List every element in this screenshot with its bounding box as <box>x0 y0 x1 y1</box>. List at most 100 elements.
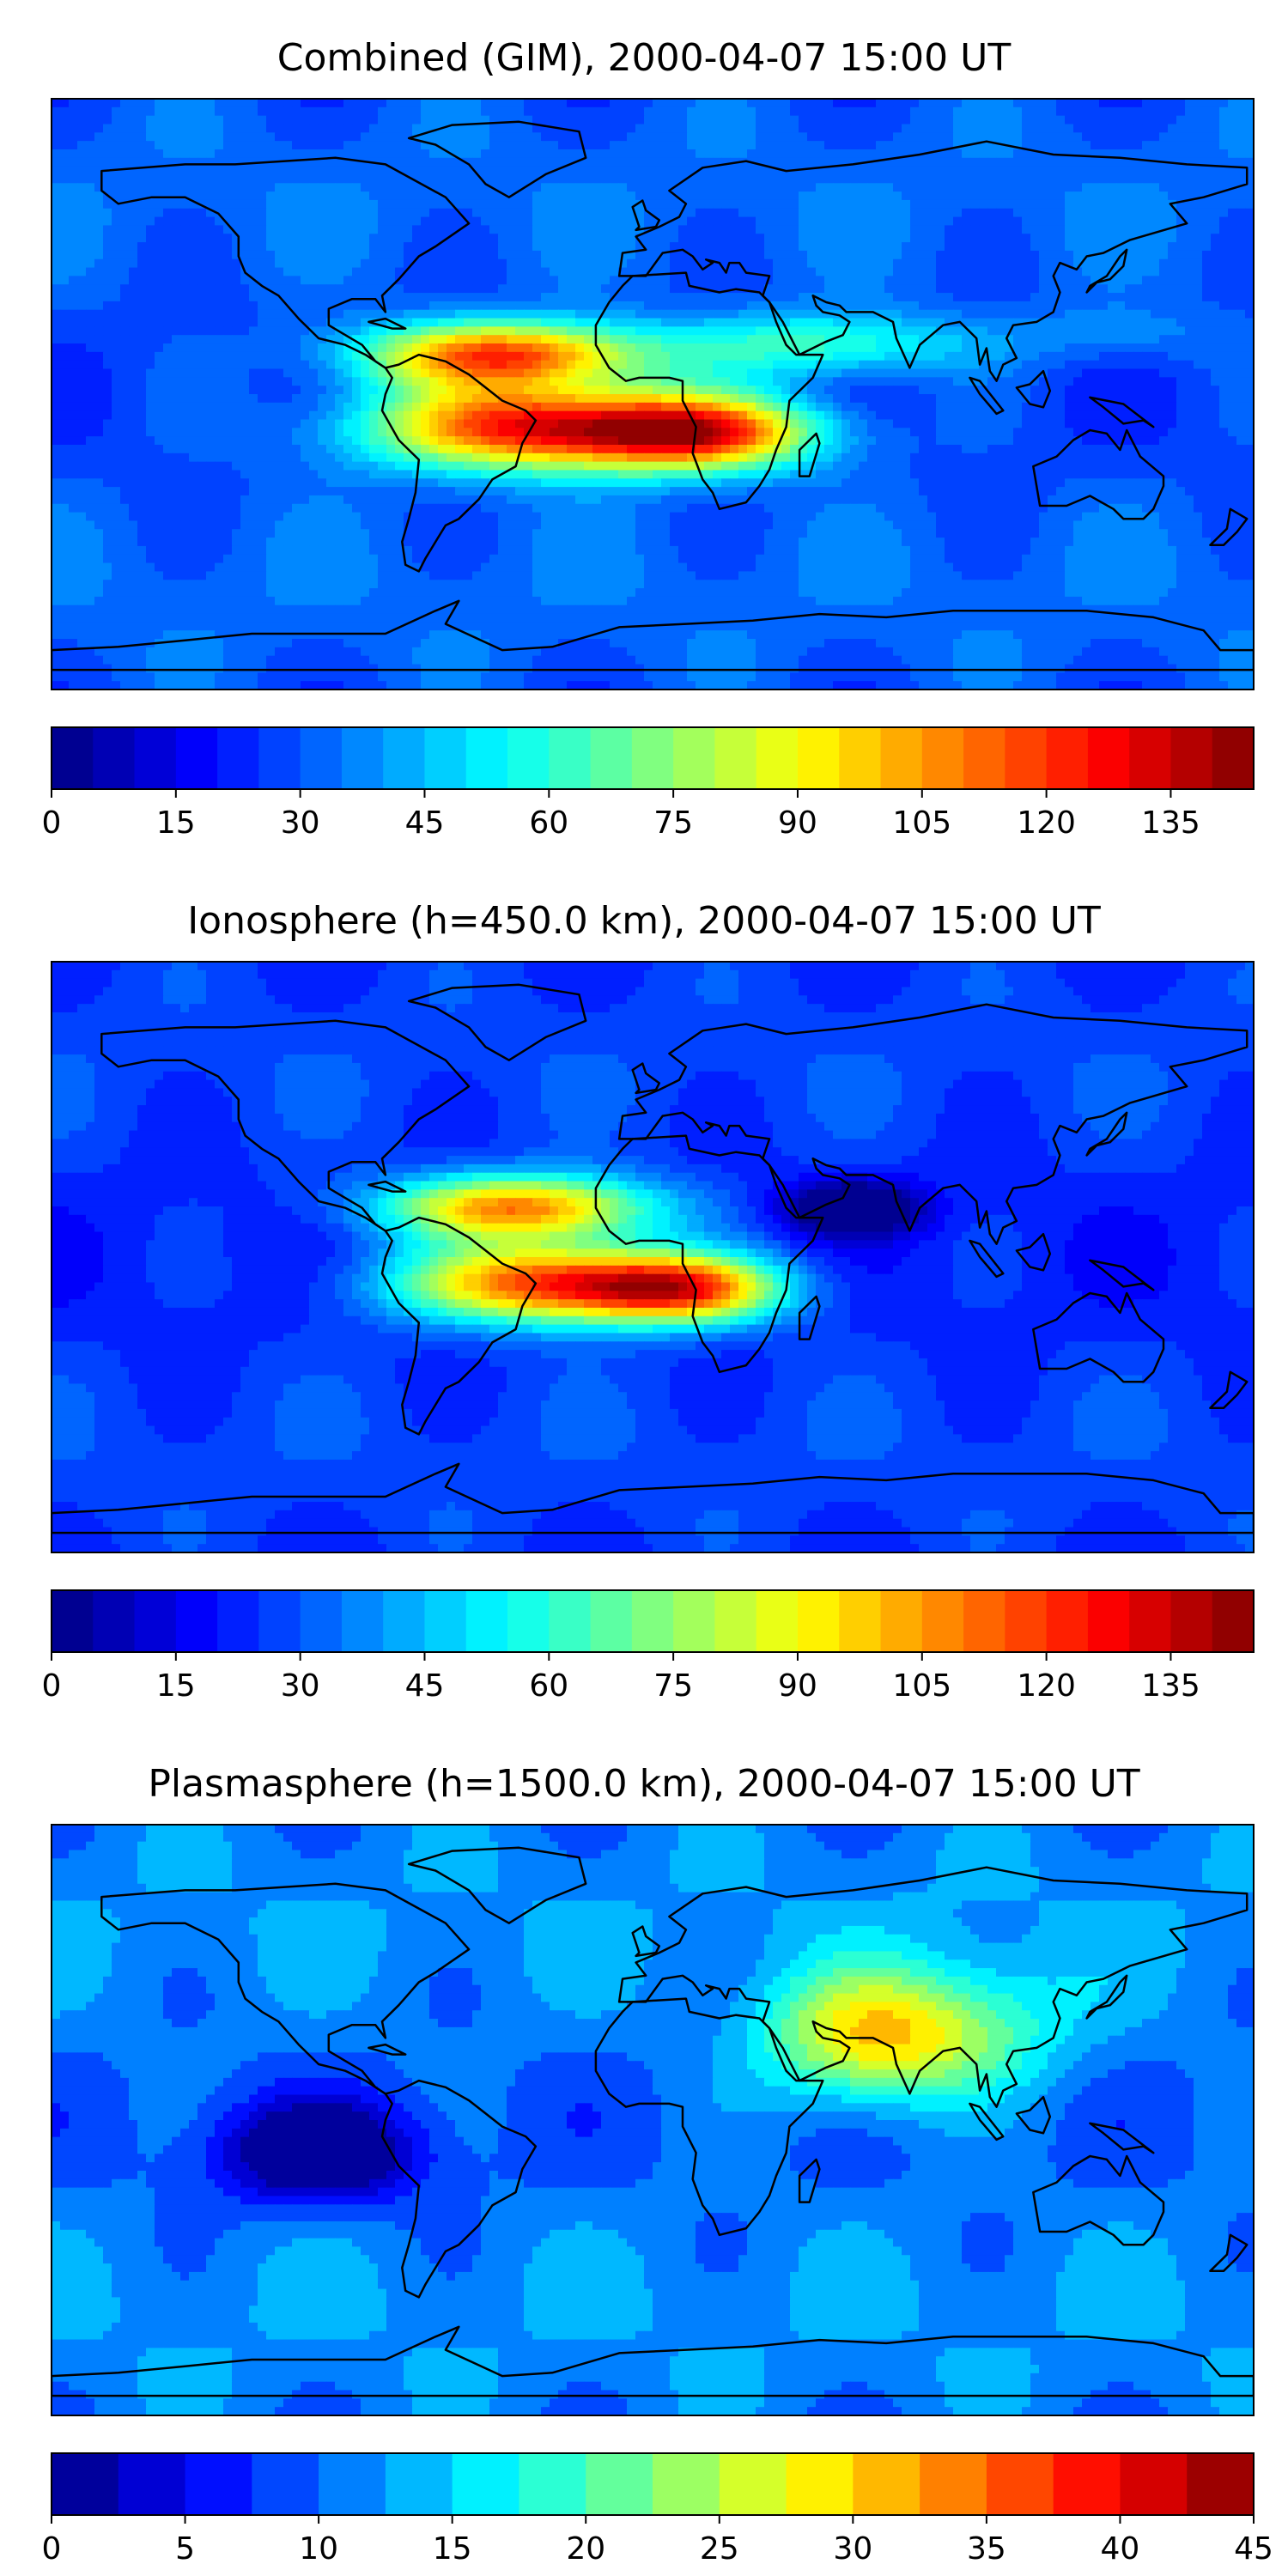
field-cell <box>713 368 722 378</box>
field-cell <box>472 351 482 361</box>
field-cell <box>1073 225 1083 234</box>
field-cell <box>326 368 336 378</box>
field-cell <box>747 106 756 117</box>
field-cell <box>1133 216 1143 227</box>
field-cell <box>558 106 568 117</box>
field-cell <box>103 208 112 218</box>
field-cell <box>541 208 550 218</box>
field-cell <box>678 99 688 108</box>
field-cell <box>69 301 78 311</box>
field-cell <box>395 301 404 311</box>
field-cell <box>172 191 181 201</box>
field-cell <box>180 258 190 269</box>
field-cell <box>515 326 525 336</box>
field-cell <box>1194 191 1203 201</box>
field-cell <box>661 250 671 260</box>
field-cell <box>447 386 456 395</box>
field-cell <box>301 284 310 294</box>
field-cell <box>1245 157 1254 167</box>
field-cell <box>884 318 894 327</box>
field-cell <box>404 318 413 327</box>
field-cell <box>326 318 336 327</box>
field-cell <box>180 360 190 370</box>
field-cell <box>1176 199 1186 210</box>
field-cell <box>1151 225 1160 234</box>
field-cell <box>730 309 739 319</box>
field-cell <box>1228 335 1237 344</box>
field-cell <box>1039 301 1048 311</box>
field-cell <box>352 386 361 395</box>
field-cell <box>790 394 799 404</box>
field-cell <box>575 149 585 159</box>
field-cell <box>412 386 422 395</box>
field-cell <box>189 191 198 201</box>
field-cell <box>1030 386 1040 395</box>
field-cell <box>1168 166 1177 176</box>
field-cell <box>240 149 250 159</box>
field-cell <box>747 166 756 176</box>
field-cell <box>515 115 525 125</box>
field-cell <box>1039 335 1048 344</box>
field-cell <box>884 258 894 269</box>
field-cell <box>781 191 791 201</box>
field-cell <box>1022 250 1031 260</box>
field-cell <box>438 309 447 319</box>
field-cell <box>876 183 885 192</box>
field-cell <box>515 258 525 269</box>
field-cell <box>103 258 112 269</box>
field-cell <box>1194 124 1203 133</box>
field-cell <box>455 267 465 276</box>
field-cell <box>970 242 980 252</box>
field-cell <box>833 216 842 227</box>
field-cell <box>764 267 774 276</box>
field-cell <box>240 99 250 108</box>
field-cell <box>1159 174 1169 184</box>
field-cell <box>438 351 447 361</box>
field-cell <box>120 208 130 218</box>
field-cell <box>859 309 868 319</box>
field-cell <box>996 106 1005 117</box>
field-cell <box>859 124 868 133</box>
field-cell <box>438 335 447 344</box>
field-cell <box>404 149 413 159</box>
field-cell <box>163 258 173 269</box>
field-cell <box>266 183 276 192</box>
field-cell <box>781 276 791 285</box>
field-cell <box>1202 360 1212 370</box>
field-cell <box>180 394 190 404</box>
field-cell <box>378 326 387 336</box>
field-cell <box>687 166 696 176</box>
field-cell <box>1116 183 1126 192</box>
field-cell <box>721 301 731 311</box>
field-cell <box>979 267 988 276</box>
field-cell <box>1245 301 1254 311</box>
field-cell <box>1022 377 1031 386</box>
field-cell <box>498 394 507 404</box>
field-cell <box>584 199 593 210</box>
field-cell <box>1151 106 1160 117</box>
field-cell <box>266 250 276 260</box>
field-cell <box>60 242 70 252</box>
field-cell <box>86 377 95 386</box>
field-cell <box>232 174 241 184</box>
field-cell <box>799 174 808 184</box>
field-cell <box>807 149 817 159</box>
field-cell <box>524 360 533 370</box>
field-cell <box>953 250 963 260</box>
field-cell <box>447 284 456 294</box>
field-cell <box>653 351 662 361</box>
field-cell <box>1194 106 1203 117</box>
field-cell <box>1116 301 1126 311</box>
field-cell <box>103 377 112 386</box>
field-cell <box>77 293 87 302</box>
field-cell <box>661 149 671 159</box>
field-cell <box>936 284 945 294</box>
field-cell <box>764 191 774 201</box>
field-cell <box>112 267 121 276</box>
field-cell <box>129 335 138 344</box>
field-cell <box>94 301 104 311</box>
field-cell <box>129 157 138 167</box>
field-cell <box>807 293 817 302</box>
field-cell <box>902 99 911 108</box>
field-cell <box>1228 351 1237 361</box>
